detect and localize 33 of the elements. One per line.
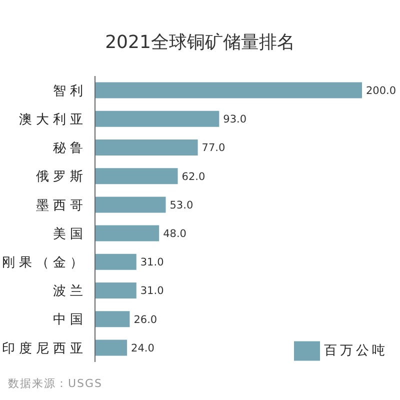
y-tick-label: 印度尼西亚 — [2, 340, 87, 356]
y-tick-label: 俄罗斯 — [36, 170, 87, 185]
chart-title: 2021全球铜矿储量排名 — [104, 31, 296, 54]
bar — [95, 139, 198, 156]
bar — [95, 311, 130, 328]
data-label: 31.0 — [140, 285, 164, 298]
legend-label: 百万公吨 — [324, 344, 388, 359]
y-tick-label: 澳大利亚 — [19, 112, 87, 128]
bar — [95, 196, 166, 213]
y-tick-label: 波兰 — [53, 284, 87, 300]
y-tick-label: 智利 — [53, 84, 87, 99]
source-note: 数据来源：USGS — [8, 376, 103, 391]
bar — [95, 82, 362, 98]
bar — [95, 282, 136, 298]
data-label: 62.0 — [182, 170, 206, 183]
data-label: 93.0 — [223, 114, 247, 126]
y-tick-label: 刚果（金） — [2, 256, 87, 271]
y-tick-label: 墨西哥 — [36, 198, 87, 214]
data-label: 48.0 — [163, 228, 186, 240]
data-label: 200.0 — [366, 85, 396, 98]
bar — [95, 340, 128, 356]
data-label: 31.0 — [140, 256, 164, 269]
bar — [95, 225, 160, 242]
data-label: 77.0 — [202, 142, 226, 154]
bar — [95, 110, 220, 127]
y-tick-label: 秘鲁 — [53, 141, 87, 156]
y-tick-label: 美国 — [53, 226, 87, 242]
bar — [95, 168, 178, 184]
bar — [95, 254, 136, 270]
data-label: 24.0 — [131, 342, 154, 354]
data-label: 53.0 — [170, 199, 194, 212]
data-label: 26.0 — [134, 314, 158, 326]
y-tick-label: 中国 — [53, 312, 87, 328]
